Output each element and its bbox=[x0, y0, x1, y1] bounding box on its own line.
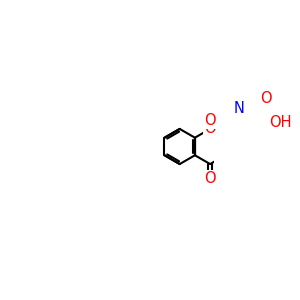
Text: O: O bbox=[260, 91, 272, 106]
Text: O: O bbox=[204, 172, 216, 187]
Text: O: O bbox=[205, 112, 216, 128]
Text: O: O bbox=[204, 122, 216, 136]
Text: OH: OH bbox=[269, 115, 292, 130]
Text: N: N bbox=[233, 101, 244, 116]
